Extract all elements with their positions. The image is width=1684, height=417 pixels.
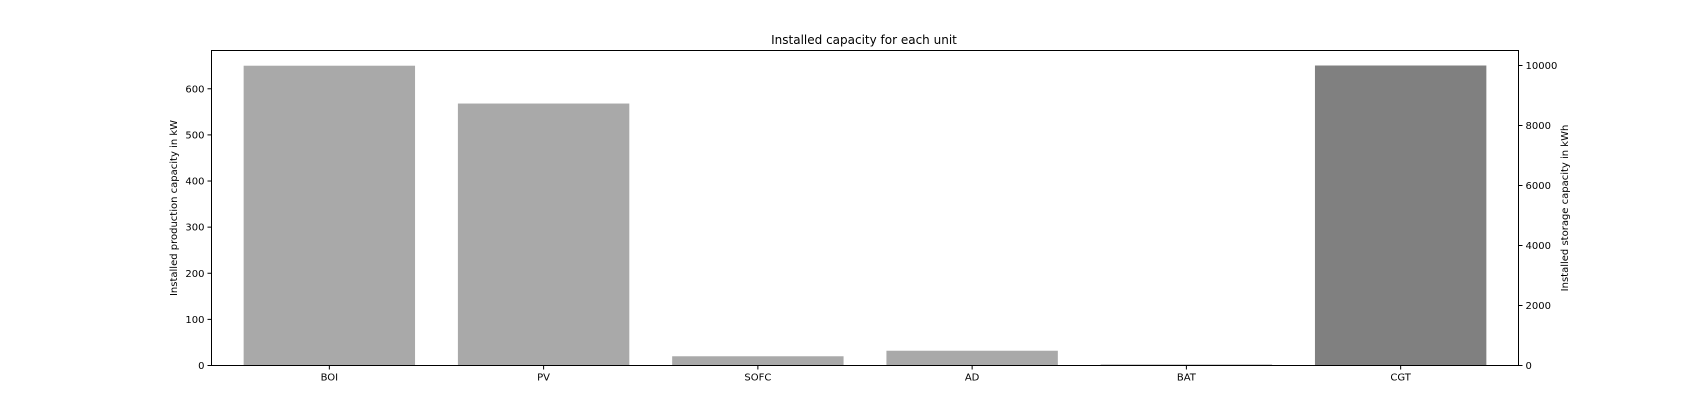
left-tick-label: 300 xyxy=(185,223,204,234)
chart-title: Installed capacity for each unit xyxy=(771,33,957,47)
bar-cgt-right xyxy=(1314,65,1487,366)
right-tick-label: 10000 xyxy=(1526,61,1558,72)
left-tick-label: 500 xyxy=(185,130,204,141)
right-tick-label: 0 xyxy=(1526,361,1532,372)
left-tick-label: 400 xyxy=(185,177,204,188)
left-axis-ticks: 0 100 200 300 400 500 600 xyxy=(185,84,212,372)
bar-ad-left xyxy=(886,350,1058,366)
y-axis-label-left: Installed production capacity in kW xyxy=(169,120,180,296)
right-tick-label: 6000 xyxy=(1526,181,1551,192)
bar-sofc-left xyxy=(672,356,844,366)
x-tick-label-cgt: CGT xyxy=(1390,373,1411,384)
x-tick-label-pv: PV xyxy=(537,373,550,384)
bar-pv-left xyxy=(457,103,630,366)
y-axis-label-right: Installed storage capacity in kWh xyxy=(1560,125,1571,292)
axes-group xyxy=(211,50,1519,366)
bars-group xyxy=(243,65,1487,366)
left-tick-label: 600 xyxy=(185,84,204,95)
right-tick-label: 2000 xyxy=(1526,301,1551,312)
right-axis-ticks: 0 2000 4000 6000 8000 10000 xyxy=(1518,61,1558,372)
left-tick-label: 200 xyxy=(185,269,204,280)
x-tick-label-sofc: SOFC xyxy=(744,373,771,384)
left-tick-label: 0 xyxy=(198,361,204,372)
plot-frame xyxy=(211,50,1519,366)
x-axis-ticks: BOI PV SOFC AD BAT CGT xyxy=(321,365,1412,384)
right-tick-label: 8000 xyxy=(1526,121,1551,132)
x-tick-label-ad: AD xyxy=(965,373,980,384)
bar-boi-left xyxy=(243,65,416,366)
x-tick-label-boi: BOI xyxy=(321,373,339,384)
left-tick-label: 100 xyxy=(185,315,204,326)
right-tick-label: 4000 xyxy=(1526,241,1551,252)
x-tick-label-bat: BAT xyxy=(1177,373,1197,384)
